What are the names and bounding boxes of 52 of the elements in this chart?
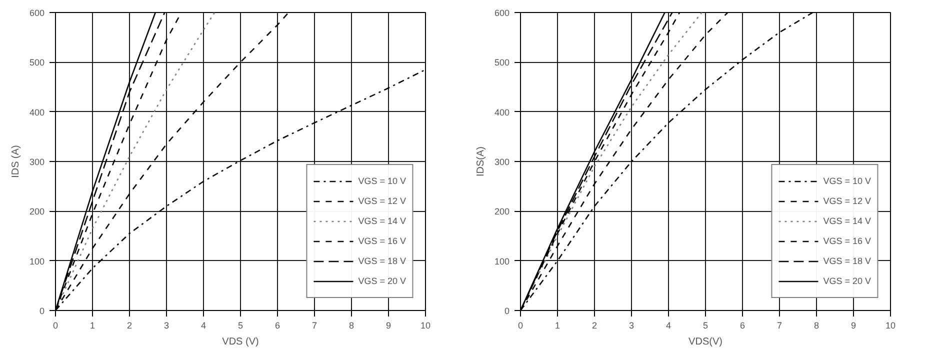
x-tick-label: 0 [518,320,524,330]
x-tick-label: 0 [52,320,58,330]
x-tick-label: 8 [348,320,354,330]
x-tick-label: 5 [238,320,244,330]
legend-label: VGS = 14 V [823,215,871,227]
legend-label: VGS = 16 V [358,235,406,247]
y-tick-label: 600 [29,8,45,18]
x-tick-label: 10 [420,320,431,330]
legend-label: VGS = 20 V [823,275,871,287]
y-tick-label: 200 [494,206,510,217]
x-tick-label: 10 [885,320,896,330]
y-tick-label: 400 [494,107,510,118]
x-axis-title: VDS (V) [222,336,259,348]
x-tick-label: 1 [554,320,560,330]
x-tick-label: 1 [90,320,96,330]
x-tick-label: 9 [386,320,392,330]
x-tick-label: 5 [702,320,708,330]
y-axis-title: IDS(A) [475,146,486,176]
y-tick-label: 300 [29,157,45,167]
y-axis-title: IDS (A) [10,145,22,178]
y-tick-label: 200 [29,206,45,217]
x-tick-label: 8 [814,320,820,330]
y-tick-label: 500 [494,58,510,68]
x-tick-label: 2 [592,320,598,330]
legend-label: VGS = 14 V [358,215,406,227]
y-tick-label: 0 [504,306,510,316]
y-tick-label: 400 [29,107,45,118]
y-tick-label: 600 [494,8,510,18]
legend-label: VGS = 10 V [823,175,871,187]
x-tick-label: 6 [274,320,280,330]
legend-label: VGS = 18 V [358,255,406,267]
x-tick-label: 7 [312,320,318,330]
x-tick-label: 7 [776,320,782,330]
x-tick-label: 9 [850,320,856,330]
x-tick-label: 2 [126,320,132,330]
y-tick-label: 100 [29,256,45,266]
legend-label: VGS = 18 V [823,255,871,267]
x-tick-label: 4 [200,320,206,330]
legend-label: VGS = 20 V [358,275,406,287]
x-tick-label: 6 [740,320,746,330]
legend-label: VGS = 16 V [823,235,871,247]
x-axis-title: VDS(V) [688,336,722,348]
legend-label: VGS = 12 V [823,195,871,207]
legend-label: VGS = 10 V [358,175,406,187]
x-tick-label: 3 [164,320,170,330]
y-tick-label: 300 [494,157,510,167]
x-tick-label: 4 [666,320,672,330]
y-tick-label: 0 [39,306,45,316]
x-tick-label: 3 [628,320,634,330]
legend-label: VGS = 12 V [358,195,406,207]
y-tick-label: 500 [29,58,45,68]
y-tick-label: 100 [494,256,510,266]
